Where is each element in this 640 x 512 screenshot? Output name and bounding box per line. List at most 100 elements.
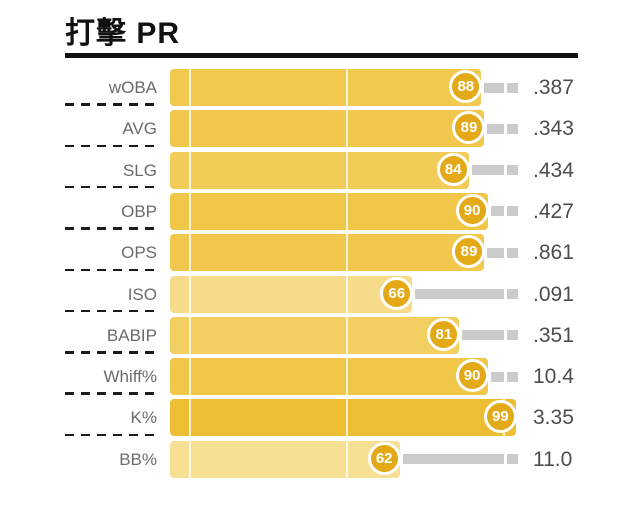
stat-label: wOBA bbox=[108, 78, 157, 97]
percentile-bar bbox=[170, 275, 413, 313]
gridline-tick-50 bbox=[345, 69, 349, 106]
stat-value: 3.35 bbox=[533, 406, 574, 430]
percentile-badge: 90 bbox=[455, 193, 489, 227]
stat-value: .343 bbox=[533, 117, 574, 141]
row-dashed-separator bbox=[65, 103, 158, 106]
percentile-badge: 90 bbox=[455, 359, 489, 393]
remainder-track bbox=[402, 454, 518, 465]
gridline-tick-50 bbox=[345, 358, 349, 396]
percentile-bar bbox=[170, 316, 460, 354]
stat-row-iso: ISO 66 .091 bbox=[0, 268, 640, 313]
row-dashed-separator bbox=[65, 433, 158, 437]
gridline-tick-100 bbox=[503, 289, 507, 299]
remainder-track bbox=[490, 371, 518, 382]
page-title: 打擊 PR bbox=[65, 17, 181, 50]
percentile-badge: 84 bbox=[436, 152, 470, 186]
stat-row-woba: wOBA 88 .387 bbox=[0, 69, 640, 106]
gridline-tick-50 bbox=[345, 275, 349, 313]
percentile-badge: 62 bbox=[367, 441, 401, 475]
gridline-tick-100 bbox=[503, 123, 507, 134]
stat-value: 11.0 bbox=[533, 447, 573, 471]
gridline-tick-100 bbox=[503, 82, 507, 93]
percentile-bar bbox=[170, 151, 469, 189]
stat-label: BABIP bbox=[106, 325, 157, 345]
gridline-tick-50 bbox=[345, 151, 349, 189]
stat-row-ops: OPS 89 .861 bbox=[0, 227, 640, 272]
gridline-tick-50 bbox=[345, 399, 349, 437]
stat-value: 10.4 bbox=[533, 365, 574, 389]
row-dashed-separator bbox=[65, 268, 158, 271]
remainder-track bbox=[471, 165, 518, 176]
percentile-bar bbox=[170, 399, 516, 437]
stat-row-bbpct: BB% 62 11.0 bbox=[0, 433, 640, 478]
remainder-track bbox=[462, 330, 518, 341]
gridline-tick-0 bbox=[188, 69, 192, 106]
stat-label: AVG bbox=[122, 119, 157, 139]
percentile-bar bbox=[170, 192, 488, 230]
remainder-track bbox=[484, 82, 518, 93]
percentile-bar bbox=[170, 358, 488, 396]
gridline-tick-0 bbox=[188, 234, 192, 272]
gridline-tick-0 bbox=[188, 399, 192, 437]
stat-row-whiffpct: Whiff% 90 10.4 bbox=[0, 351, 640, 396]
percentile-badge: 88 bbox=[449, 70, 483, 103]
gridline-tick-50 bbox=[345, 192, 349, 230]
percentile-bar bbox=[170, 234, 485, 272]
gridline-tick-0 bbox=[188, 192, 192, 230]
gridline-tick-0 bbox=[188, 110, 192, 148]
row-dashed-separator bbox=[65, 227, 158, 230]
title-underline bbox=[65, 53, 578, 58]
gridline-tick-50 bbox=[345, 440, 349, 478]
row-dashed-separator bbox=[65, 309, 158, 313]
stat-label: K% bbox=[130, 408, 157, 428]
stat-label: Whiff% bbox=[103, 367, 157, 387]
remainder-track bbox=[487, 247, 518, 258]
stat-value: .427 bbox=[533, 199, 574, 223]
stat-label: OBP bbox=[121, 201, 157, 221]
stat-label: SLG bbox=[122, 160, 157, 180]
stat-value: .351 bbox=[533, 323, 574, 347]
gridline-tick-100 bbox=[503, 206, 507, 217]
gridline-tick-100 bbox=[503, 247, 507, 258]
percentile-bar bbox=[170, 69, 482, 106]
stat-value: .091 bbox=[533, 282, 574, 306]
gridline-tick-50 bbox=[345, 110, 349, 148]
row-dashed-separator bbox=[65, 144, 158, 148]
gridline-tick-100 bbox=[503, 165, 507, 176]
stat-value: .861 bbox=[533, 241, 574, 265]
remainder-track bbox=[415, 289, 518, 299]
stat-value: .387 bbox=[533, 76, 574, 99]
percentile-badge: 89 bbox=[452, 235, 486, 269]
row-dashed-separator bbox=[65, 351, 158, 354]
gridline-tick-0 bbox=[188, 440, 192, 478]
stat-label: ISO bbox=[127, 284, 157, 304]
stat-row-obp: OBP 90 .427 bbox=[0, 185, 640, 230]
row-dashed-separator bbox=[65, 392, 158, 395]
stat-value: .434 bbox=[533, 158, 574, 182]
gridline-tick-50 bbox=[345, 234, 349, 272]
percentile-bar bbox=[170, 110, 485, 148]
row-dashed-separator bbox=[65, 185, 158, 189]
gridline-tick-100 bbox=[503, 330, 507, 341]
remainder-track bbox=[487, 123, 518, 134]
gridline-tick-50 bbox=[345, 316, 349, 354]
percentile-badge: 81 bbox=[427, 317, 461, 351]
stat-row-babip: BABIP 81 .351 bbox=[0, 309, 640, 354]
stat-label: BB% bbox=[119, 449, 157, 469]
gridline-tick-0 bbox=[188, 151, 192, 189]
gridline-tick-0 bbox=[188, 358, 192, 396]
stat-row-avg: AVG 89 .343 bbox=[0, 103, 640, 148]
gridline-tick-0 bbox=[188, 316, 192, 354]
stat-row-slg: SLG 84 .434 bbox=[0, 144, 640, 189]
gridline-tick-100 bbox=[503, 454, 507, 465]
percentile-badge: 66 bbox=[380, 276, 414, 310]
percentile-badge: 99 bbox=[483, 400, 517, 434]
remainder-track bbox=[490, 206, 518, 217]
percentile-badge: 89 bbox=[452, 111, 486, 145]
gridline-tick-0 bbox=[188, 275, 192, 313]
percentile-bar bbox=[170, 440, 400, 478]
gridline-tick-100 bbox=[503, 371, 507, 382]
stat-label: OPS bbox=[121, 243, 157, 263]
stat-row-kpct: K% 99 3.35 bbox=[0, 392, 640, 437]
